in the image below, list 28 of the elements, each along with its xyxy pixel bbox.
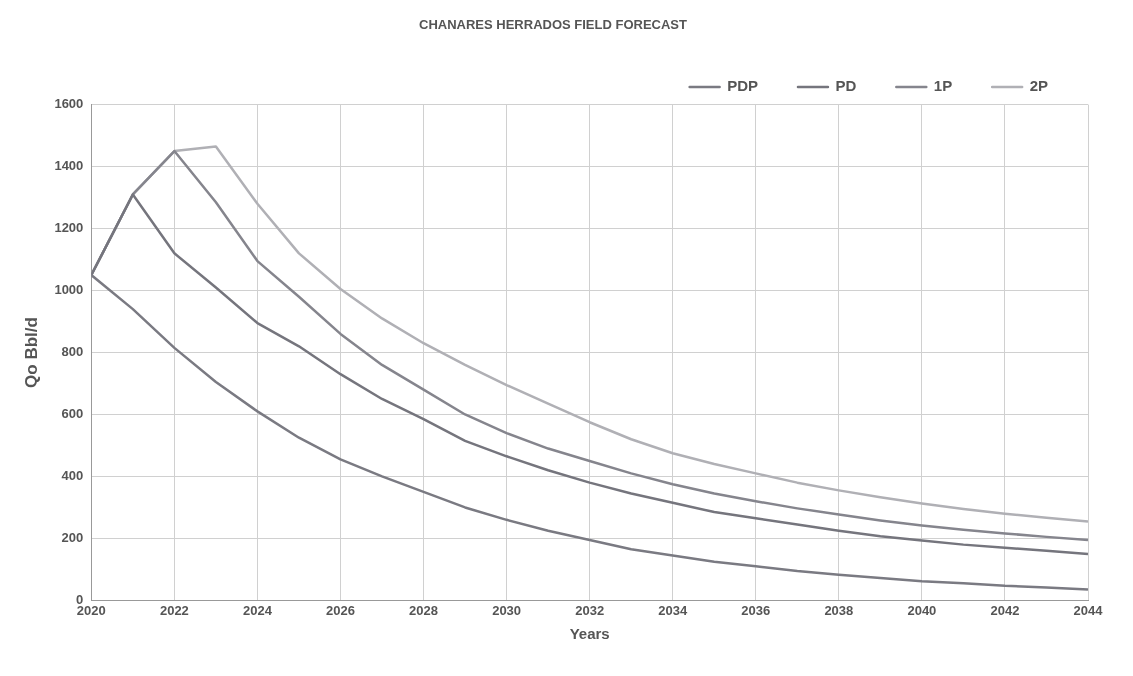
y-tick-label: 800 [61, 344, 84, 360]
x-tick-label: 2042 [990, 602, 1020, 618]
x-tick-label: 2024 [242, 602, 273, 618]
legend-label: 2P [1029, 77, 1049, 95]
y-tick-label: 1000 [54, 282, 84, 298]
y-tick-label: 0 [76, 591, 84, 607]
legend-label: PD [835, 77, 857, 95]
x-tick-label: 2022 [159, 602, 189, 618]
y-axis-title: Qo Bbl/d [21, 317, 41, 388]
y-tick-label: 1400 [54, 158, 84, 174]
x-tick-label: 2030 [492, 602, 522, 618]
x-tick-label: 2044 [1073, 602, 1104, 618]
x-tick-label: 2038 [824, 602, 854, 618]
x-tick-label: 2028 [409, 602, 439, 618]
x-tick-label: 2032 [575, 602, 605, 618]
legend-label: 1P [933, 77, 953, 95]
x-axis-title: Years [569, 625, 610, 643]
x-tick-label: 2036 [741, 602, 771, 618]
x-tick-label: 2034 [658, 602, 688, 618]
chart-title: CHANARES HERRADOS FIELD FORECAST [419, 17, 688, 33]
x-tick-label: 2026 [326, 602, 355, 618]
y-tick-label: 1600 [54, 96, 84, 112]
y-tick-label: 600 [61, 406, 84, 422]
y-tick-label: 400 [61, 468, 84, 484]
y-tick-label: 1200 [54, 220, 84, 236]
y-tick-label: 200 [61, 530, 84, 545]
x-tick-label: 2040 [907, 602, 937, 618]
legend-label: PDP [727, 77, 758, 95]
